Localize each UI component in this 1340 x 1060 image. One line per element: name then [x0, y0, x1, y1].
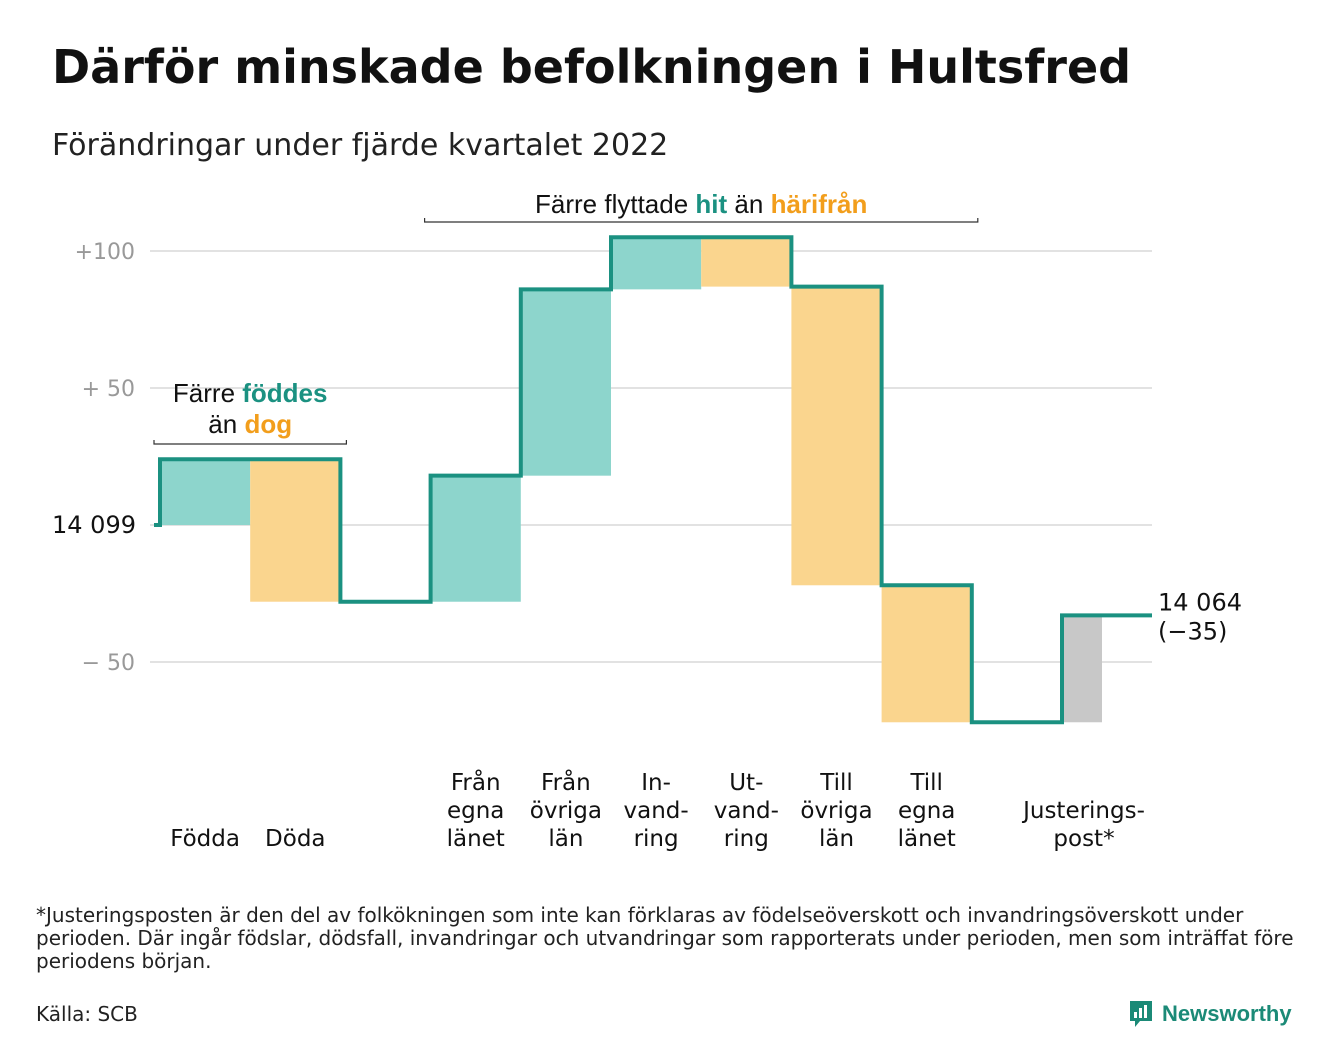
bar — [701, 237, 792, 287]
annotation-word: Färre — [173, 378, 242, 408]
bar — [250, 459, 341, 602]
category-label: övriga — [530, 798, 602, 824]
y-tick-label: − 50 — [82, 651, 135, 676]
annotation-word: föddes — [242, 378, 327, 408]
chart-subtitle: Förändringar under fjärde kvartalet 2022 — [52, 128, 669, 163]
bar — [520, 289, 611, 476]
category-label: egna — [447, 798, 504, 824]
category-label: Till — [819, 770, 853, 796]
bar — [881, 585, 972, 723]
logo-text: Newsworthy — [1162, 1001, 1292, 1026]
y-tick-label: +100 — [75, 240, 135, 265]
chart-title: Därför minskade befolkningen i Hultsfred — [52, 40, 1132, 94]
bar — [611, 237, 702, 290]
category-label: post* — [1053, 826, 1114, 852]
bar — [1062, 615, 1102, 723]
category-label: egna — [898, 798, 955, 824]
annotation-text: Färre föddes — [173, 378, 328, 408]
category-label: Födda — [170, 826, 240, 852]
bar-chart-icon — [1130, 1001, 1152, 1027]
category-label: länet — [898, 826, 956, 852]
category-label: län — [819, 826, 854, 852]
category-label: Från — [541, 768, 591, 796]
end-change-label: (−35) — [1158, 617, 1227, 645]
category-label: övriga — [800, 798, 872, 824]
category-label: ring — [724, 826, 769, 852]
y-tick-label: + 50 — [82, 377, 135, 402]
category-label: Till — [909, 770, 943, 796]
newsworthy-logo: Newsworthy — [1128, 998, 1292, 1030]
category-label: Justerings- — [1021, 798, 1145, 824]
bar — [791, 286, 882, 586]
annotation-word: än — [727, 189, 770, 219]
annotation-word: hit — [695, 189, 727, 219]
annotation-word: Färre flyttade — [535, 189, 695, 219]
annotation-word: härifrån — [771, 189, 868, 219]
annotation-bracket — [153, 440, 347, 445]
category-label: Ut- — [729, 770, 763, 796]
bar — [160, 459, 251, 525]
annotation-word: än — [208, 409, 244, 439]
category-label: län — [548, 826, 583, 852]
cumulative-step-line — [154, 235, 1152, 725]
category-label: Döda — [265, 826, 325, 852]
annotation-text: än dog — [208, 409, 292, 439]
end-value-label: 14 064 — [1158, 588, 1242, 616]
start-value-label: 14 099 — [52, 511, 136, 539]
annotation-text: Färre flyttade hit än härifrån — [535, 189, 867, 219]
bar — [430, 475, 521, 602]
footnote: *Justeringsposten är den del av folkökni… — [36, 903, 1294, 973]
source-note: Källa: SCB — [36, 1002, 138, 1026]
category-label: ring — [634, 826, 679, 852]
category-label: vand- — [624, 798, 689, 824]
category-label: vand- — [714, 798, 779, 824]
annotation-bracket — [424, 218, 979, 223]
category-label: In- — [641, 770, 671, 796]
category-label: länet — [447, 826, 505, 852]
category-label: Från — [451, 768, 501, 796]
annotation-word: dog — [244, 409, 292, 439]
